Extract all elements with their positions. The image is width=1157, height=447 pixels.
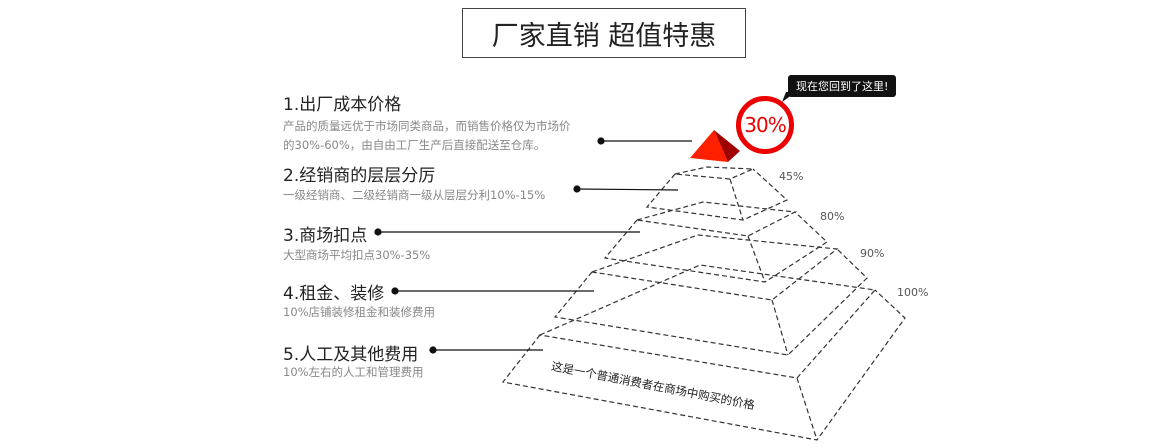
layer-label-90: 90% bbox=[860, 247, 885, 260]
item-1-heading: 1.出厂成本价格 bbox=[283, 95, 402, 115]
layer-label-80: 80% bbox=[820, 210, 845, 223]
item-2-desc: 一级经销商、二级经销商一级从层层分利10%-15% bbox=[283, 188, 546, 202]
callout-bubble: 现在您回到了这里! bbox=[788, 75, 897, 97]
percent-badge: 30% bbox=[736, 96, 794, 154]
connector-lines bbox=[374, 137, 692, 354]
pyramid-layer-3 bbox=[553, 234, 868, 356]
item-3-heading: 3.商场扣点 bbox=[283, 226, 368, 246]
percent-badge-text: 30% bbox=[744, 113, 786, 137]
page-title: 厂家直销 超值特惠 bbox=[462, 8, 746, 58]
item-2-heading: 2.经销商的层层分厉 bbox=[283, 166, 436, 186]
item-4-desc: 10%店铺装修租金和装修费用 bbox=[283, 305, 436, 319]
item-3-desc: 大型商场平均扣点30%-35% bbox=[283, 248, 431, 262]
pyramid-layer-2 bbox=[603, 201, 828, 283]
item-1-desc-line-1: 产品的质量远优于市场同类商品，而销售价格仅为市场价 bbox=[283, 119, 571, 133]
pyramid-layer-4 bbox=[501, 264, 906, 441]
layer-label-100: 100% bbox=[897, 286, 929, 299]
item-5-heading: 5.人工及其他费用 bbox=[283, 345, 419, 365]
layer-label-45: 45% bbox=[779, 170, 804, 183]
item-4-heading: 4.租金、装修 bbox=[283, 284, 385, 304]
item-5-desc: 10%左右的人工和管理费用 bbox=[283, 365, 424, 379]
item-1-desc-line-2: 的30%-60%，由自由工厂生产后直接配送至仓库。 bbox=[283, 138, 546, 152]
pyramid-layer-1 bbox=[645, 166, 789, 221]
red-pyramid-top bbox=[690, 130, 740, 162]
